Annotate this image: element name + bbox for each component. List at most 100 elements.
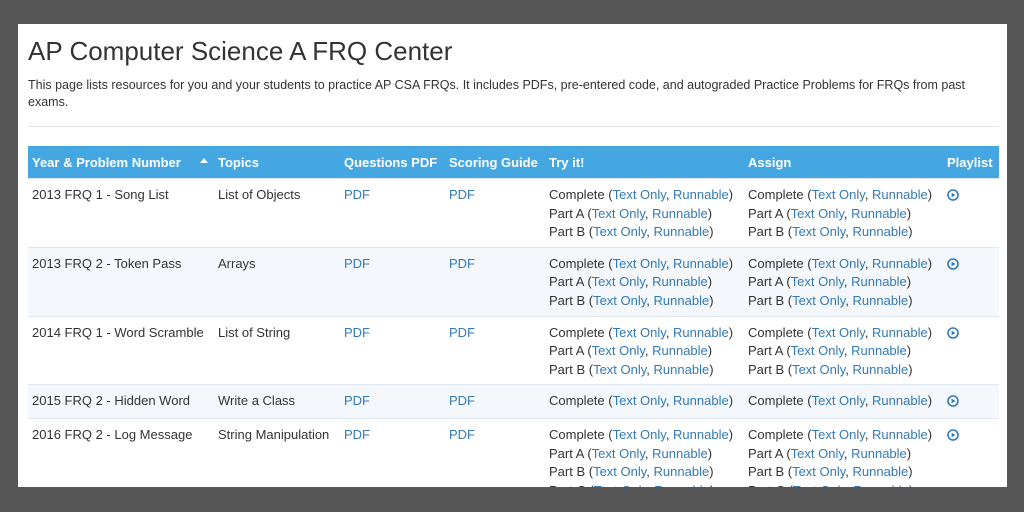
runnable-link[interactable]: Runnable — [653, 361, 710, 377]
runnable-link[interactable]: Runnable — [852, 224, 909, 240]
scoring-cell: PDF — [445, 315, 545, 385]
text-only-link[interactable]: Text Only — [591, 205, 645, 221]
runnable-link[interactable]: Runnable — [872, 324, 928, 340]
runnable-link[interactable]: Runnable — [654, 483, 710, 487]
text-only-link[interactable]: Text Only — [792, 361, 846, 377]
runnable-link[interactable]: Runnable — [673, 393, 729, 409]
text-only-link[interactable]: Text Only — [593, 464, 647, 480]
link-line: Complete (Text Only, Runnable) — [748, 255, 939, 274]
punct: ) — [728, 324, 734, 340]
runnable-link[interactable]: Runnable — [673, 255, 729, 271]
runnable-link[interactable]: Runnable — [673, 324, 729, 340]
punct: , — [665, 187, 674, 202]
scoring-pdf-link[interactable]: PDF — [449, 426, 475, 442]
runnable-link[interactable]: Runnable — [653, 224, 710, 240]
text-only-link[interactable]: Text Only — [790, 343, 844, 359]
punct: ( — [782, 343, 791, 359]
questions-cell: PDF — [340, 246, 445, 317]
text-only-link[interactable]: Text Only — [793, 483, 846, 487]
playlist-icon[interactable] — [947, 257, 959, 270]
runnable-link[interactable]: Runnable — [673, 187, 729, 202]
column-header[interactable]: Year & Problem Number — [28, 146, 214, 179]
playlist-icon[interactable] — [947, 189, 959, 201]
text-only-link[interactable]: Text Only — [591, 274, 645, 290]
text-only-link[interactable]: Text Only — [811, 393, 865, 409]
table-row: 2014 FRQ 1 - Word Scramble List of String… — [28, 315, 999, 385]
runnable-link[interactable]: Runnable — [652, 205, 708, 221]
playlist-icon[interactable] — [947, 395, 959, 408]
playlist-cell — [943, 246, 999, 317]
runnable-link[interactable]: Runnable — [652, 445, 708, 461]
playlist-icon[interactable] — [947, 429, 959, 441]
questions-pdf-link[interactable]: PDF — [344, 393, 370, 409]
runnable-link[interactable]: Runnable — [653, 464, 710, 480]
text-only-link[interactable]: Text Only — [811, 426, 865, 442]
punct: , — [846, 483, 853, 487]
runnable-link[interactable]: Runnable — [852, 292, 909, 308]
scoring-pdf-link[interactable]: PDF — [449, 187, 475, 202]
text-only-link[interactable]: Text Only — [612, 255, 666, 271]
punct: ( — [604, 324, 613, 340]
runnable-link[interactable]: Runnable — [852, 361, 909, 377]
punct: ( — [803, 426, 812, 442]
text-only-link[interactable]: Text Only — [792, 292, 846, 308]
text-only-link[interactable]: Text Only — [811, 255, 865, 271]
questions-pdf-link[interactable]: PDF — [344, 187, 370, 202]
text-only-link[interactable]: Text Only — [591, 445, 645, 461]
runnable-link[interactable]: Runnable — [872, 426, 928, 442]
runnable-link[interactable]: Runnable — [851, 274, 907, 290]
text-only-link[interactable]: Text Only — [790, 205, 844, 221]
punct: ) — [927, 187, 933, 202]
questions-pdf-link[interactable]: PDF — [344, 324, 370, 340]
text-only-link[interactable]: Text Only — [612, 393, 666, 409]
scoring-pdf-link[interactable]: PDF — [449, 324, 475, 340]
part-label: Part A — [748, 274, 783, 290]
icon-ring — [947, 395, 959, 408]
text-only-link[interactable]: Text Only — [790, 274, 844, 290]
questions-pdf-link[interactable]: PDF — [344, 255, 370, 271]
playlist-icon[interactable] — [947, 326, 959, 339]
text-only-link[interactable]: Text Only — [612, 187, 666, 202]
runnable-link[interactable]: Runnable — [851, 445, 907, 461]
runnable-link[interactable]: Runnable — [872, 255, 928, 271]
text-only-link[interactable]: Text Only — [612, 426, 666, 442]
punct: ) — [728, 393, 734, 409]
text-only-link[interactable]: Text Only — [792, 464, 846, 480]
punct: ( — [803, 255, 812, 271]
part-label: Complete — [748, 255, 804, 271]
scoring-pdf-link[interactable]: PDF — [449, 393, 475, 409]
punct: ) — [707, 274, 713, 290]
runnable-link[interactable]: Runnable — [853, 483, 909, 487]
scoring-pdf-link[interactable]: PDF — [449, 255, 475, 271]
runnable-link[interactable]: Runnable — [852, 464, 909, 480]
runnable-link[interactable]: Runnable — [652, 343, 708, 359]
text-only-link[interactable]: Text Only — [593, 361, 647, 377]
text-only-link[interactable]: Text Only — [594, 483, 647, 487]
text-only-link[interactable]: Text Only — [790, 445, 844, 461]
runnable-link[interactable]: Runnable — [653, 292, 710, 308]
text-only-link[interactable]: Text Only — [811, 187, 865, 202]
text-only-link[interactable]: Text Only — [593, 292, 647, 308]
runnable-link[interactable]: Runnable — [872, 393, 928, 409]
runnable-link[interactable]: Runnable — [652, 274, 708, 290]
text-only-link[interactable]: Text Only — [811, 324, 865, 340]
text-only-link[interactable]: Text Only — [593, 224, 647, 240]
punct: ) — [908, 224, 913, 240]
icon-triangle — [951, 192, 956, 198]
runnable-link[interactable]: Runnable — [872, 187, 928, 202]
punct: ( — [803, 187, 812, 202]
runnable-link[interactable]: Runnable — [851, 343, 907, 359]
link-line: Part A (Text Only, Runnable) — [549, 342, 740, 361]
text-only-link[interactable]: Text Only — [792, 224, 846, 240]
runnable-link[interactable]: Runnable — [851, 205, 907, 221]
runnable-link[interactable]: Runnable — [673, 426, 729, 442]
punct: ) — [707, 343, 713, 359]
punct: , — [843, 445, 852, 461]
part-label: Part C — [549, 483, 586, 487]
text-only-link[interactable]: Text Only — [612, 324, 666, 340]
questions-pdf-link[interactable]: PDF — [344, 426, 370, 442]
punct: ( — [583, 205, 592, 221]
text-only-link[interactable]: Text Only — [591, 343, 645, 359]
table-row: 2013 FRQ 1 - Song List List of Objects PDF… — [28, 178, 999, 248]
scoring-cell: PDF — [445, 178, 545, 248]
